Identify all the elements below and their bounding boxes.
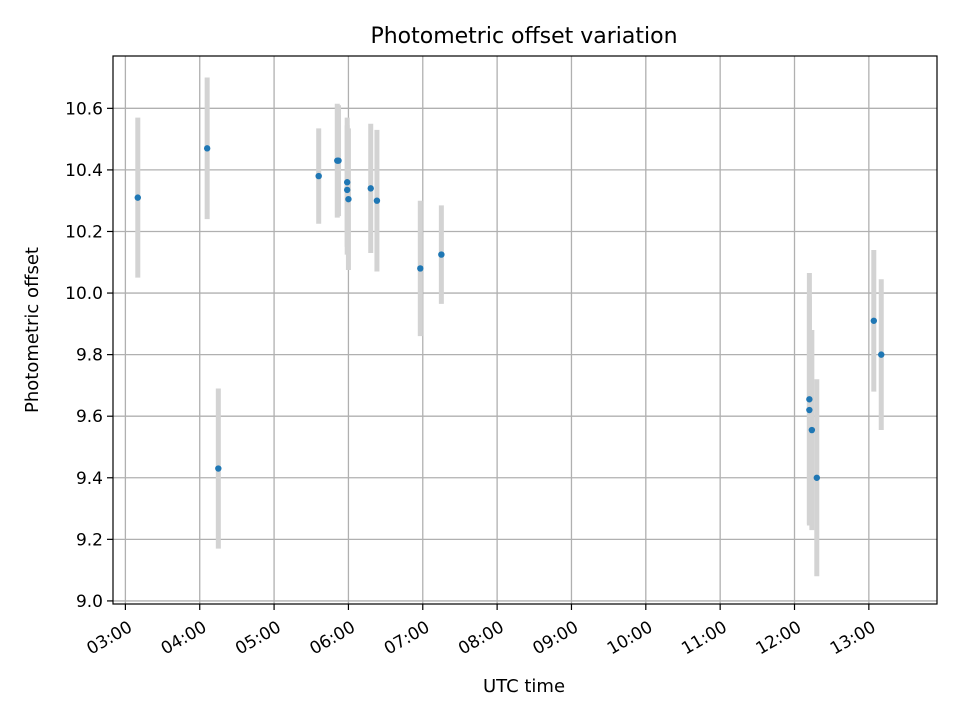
y-tick-label: 9.2 xyxy=(76,530,103,550)
data-point xyxy=(806,396,813,403)
y-tick-label: 10.4 xyxy=(65,161,103,181)
grid-lines xyxy=(113,56,937,604)
y-tick-label: 10.0 xyxy=(65,284,103,304)
data-point xyxy=(373,197,381,204)
data-point xyxy=(215,465,222,472)
y-axis-label: Photometric offset xyxy=(22,247,43,413)
y-tick-label: 9.4 xyxy=(76,469,103,489)
y-tick-label: 9.0 xyxy=(76,592,103,612)
data-point xyxy=(343,179,351,186)
data-point xyxy=(808,426,816,434)
plot-area-frame xyxy=(112,55,938,605)
data-point xyxy=(343,186,351,194)
data-point xyxy=(417,265,424,272)
y-tick-label: 10.2 xyxy=(65,222,103,242)
data-point xyxy=(134,194,141,201)
data-point xyxy=(806,406,813,414)
data-point xyxy=(878,351,885,358)
data-point xyxy=(367,185,374,192)
y-axis-ticks: 9.0 9.2 9.4 9.6 9.8 10.0 10.2 10.4 10.6 xyxy=(65,99,113,612)
data-point xyxy=(203,145,211,152)
x-axis-label: UTC time xyxy=(483,676,565,697)
data-points xyxy=(134,145,885,481)
data-point xyxy=(870,317,878,324)
y-tick-label: 9.8 xyxy=(76,346,103,366)
y-tick-label: 9.6 xyxy=(76,407,103,427)
y-tick-label: 10.6 xyxy=(65,99,103,119)
data-point xyxy=(438,251,445,258)
chart-title: Photometric offset variation xyxy=(370,24,677,49)
data-point xyxy=(315,172,322,180)
data-point xyxy=(813,474,821,481)
data-point xyxy=(345,195,352,203)
data-point xyxy=(335,157,342,164)
